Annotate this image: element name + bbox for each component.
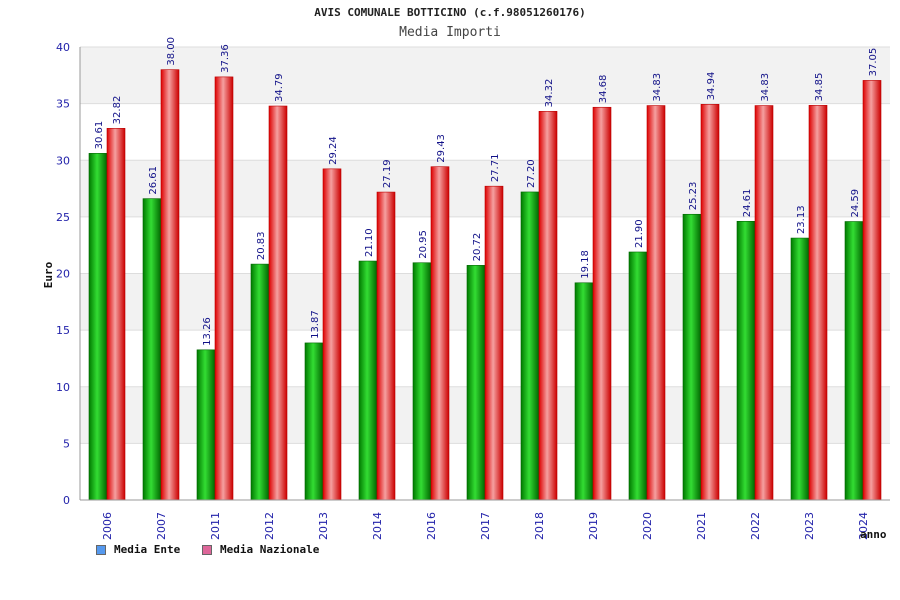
value-label: 34.68 xyxy=(598,75,609,104)
x-tick-label: 2023 xyxy=(803,512,816,540)
value-label: 20.83 xyxy=(256,231,267,260)
value-label: 38.00 xyxy=(166,37,177,66)
x-tick-label: 2013 xyxy=(317,512,330,540)
value-label: 23.13 xyxy=(796,205,807,234)
bar-media-nazionale-2014 xyxy=(376,191,396,501)
y-tick-label: 10 xyxy=(56,381,70,394)
value-label: 37.36 xyxy=(220,44,231,73)
legend-item-media-ente: Media Ente xyxy=(96,543,180,556)
x-tick-label: 2020 xyxy=(641,512,654,540)
value-label: 20.95 xyxy=(418,230,429,259)
value-label: 29.24 xyxy=(328,136,339,165)
bar-media-nazionale-2024 xyxy=(862,80,882,501)
value-label: 24.59 xyxy=(850,189,861,218)
value-label: 34.79 xyxy=(274,73,285,102)
x-tick-label: 2014 xyxy=(371,512,384,540)
x-tick-label: 2024 xyxy=(857,512,870,540)
legend-swatch-media-nazionale xyxy=(202,544,212,555)
value-label: 32.82 xyxy=(112,96,123,125)
x-tick-label: 2017 xyxy=(479,512,492,540)
x-tick-label: 2022 xyxy=(749,512,762,540)
x-tick-label: 2006 xyxy=(101,512,114,540)
value-label: 26.61 xyxy=(148,166,159,195)
value-label: 27.20 xyxy=(526,159,537,188)
x-tick-label: 2016 xyxy=(425,512,438,540)
x-tick-label: 2018 xyxy=(533,512,546,540)
value-label: 13.26 xyxy=(202,317,213,346)
bar-media-nazionale-2019 xyxy=(592,106,612,501)
value-label: 34.83 xyxy=(652,73,663,102)
legend-label-media-nazionale: Media Nazionale xyxy=(220,543,320,556)
y-tick-label: 35 xyxy=(56,98,70,111)
bar-media-nazionale-2016 xyxy=(430,166,450,501)
bar-media-nazionale-2022 xyxy=(754,105,774,501)
value-label: 27.19 xyxy=(382,159,393,188)
y-tick-label: 40 xyxy=(56,41,70,54)
value-label: 19.18 xyxy=(580,250,591,279)
legend-label-media-ente: Media Ente xyxy=(114,543,181,556)
value-labels: 30.61 32.82 26.61 38.00 13.26 37.36 20.83 34.79… xyxy=(94,37,879,346)
y-tick-label: 25 xyxy=(56,211,70,224)
bar-media-ente-2006 xyxy=(88,153,108,501)
chart-title: AVIS COMUNALE BOTTICINO (c.f.98051260176… xyxy=(314,6,586,19)
value-label: 34.83 xyxy=(760,73,771,102)
bar-media-ente-2011 xyxy=(196,349,216,501)
bar-media-nazionale-2006 xyxy=(106,128,126,501)
bar-media-ente-2019 xyxy=(574,282,594,501)
bar-media-ente-2012 xyxy=(250,263,270,501)
value-label: 34.94 xyxy=(706,72,717,101)
value-label: 29.43 xyxy=(436,134,447,163)
bar-media-nazionale-2017 xyxy=(484,185,504,501)
x-axis-label: anno xyxy=(860,528,887,541)
legend-item-media-nazionale: Media Nazionale xyxy=(202,543,319,556)
bar-media-ente-2021 xyxy=(682,213,702,501)
bar-media-ente-2023 xyxy=(790,237,810,501)
x-tick-label: 2012 xyxy=(263,512,276,540)
bar-media-ente-2018 xyxy=(520,191,540,501)
bar-media-ente-2007 xyxy=(142,198,162,501)
bar-media-ente-2020 xyxy=(628,251,648,501)
bar-media-ente-2016 xyxy=(412,262,432,501)
x-tick-label: 2007 xyxy=(155,512,168,540)
bar-media-ente-2014 xyxy=(358,260,378,501)
x-axis-ticks: 2006 2007 2011 2012 2013 2014 2016 2017 2018 2019… xyxy=(101,512,870,540)
y-tick-label: 0 xyxy=(63,494,70,507)
value-label: 27.71 xyxy=(490,154,501,183)
bars xyxy=(88,69,882,501)
x-tick-label: 2021 xyxy=(695,512,708,540)
value-label: 34.85 xyxy=(814,73,825,102)
bar-media-ente-2013 xyxy=(304,342,324,501)
value-label: 21.90 xyxy=(634,219,645,248)
y-tick-label: 15 xyxy=(56,324,70,337)
bar-media-ente-2017 xyxy=(466,265,486,501)
value-label: 25.23 xyxy=(688,182,699,211)
chart-subtitle: Media Importi xyxy=(399,25,501,40)
value-label: 34.32 xyxy=(544,79,555,108)
bar-media-nazionale-2023 xyxy=(808,105,828,501)
bar-media-nazionale-2011 xyxy=(214,76,234,501)
y-axis-label: Euro xyxy=(42,261,55,288)
value-label: 13.87 xyxy=(310,310,321,339)
y-tick-label: 5 xyxy=(63,437,70,450)
value-label: 37.05 xyxy=(868,48,879,77)
x-tick-label: 2011 xyxy=(209,512,222,540)
value-label: 30.61 xyxy=(94,121,105,150)
value-label: 24.61 xyxy=(742,189,753,218)
bar-media-nazionale-2007 xyxy=(160,69,180,501)
bar-media-nazionale-2018 xyxy=(538,111,558,501)
y-tick-label: 20 xyxy=(56,268,70,281)
y-tick-label: 30 xyxy=(56,154,70,167)
value-label: 20.72 xyxy=(472,233,483,262)
legend-swatch-media-ente xyxy=(96,544,106,555)
bar-media-nazionale-2021 xyxy=(700,104,720,501)
bar-media-ente-2022 xyxy=(736,220,756,501)
x-tick-label: 2019 xyxy=(587,512,600,540)
y-axis-ticks: 0 5 10 15 20 25 30 35 40 xyxy=(56,41,70,507)
value-label: 21.10 xyxy=(364,228,375,257)
bar-media-nazionale-2012 xyxy=(268,105,288,501)
bar-media-ente-2024 xyxy=(844,221,864,501)
bar-media-nazionale-2020 xyxy=(646,105,666,501)
bar-media-nazionale-2013 xyxy=(322,168,342,501)
